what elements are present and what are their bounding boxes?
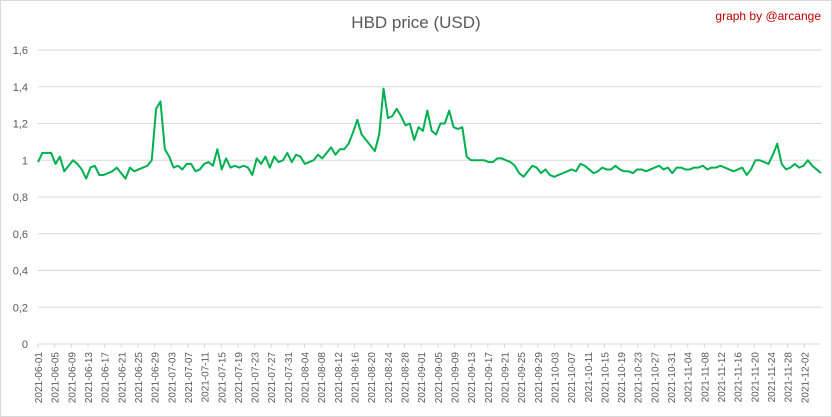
chart-credit: graph by @arcange [715,9,821,23]
x-tick-label: 2021-07-27 [267,352,278,404]
grid-lines [38,49,821,345]
x-tick-label: 2021-12-02 [800,352,811,404]
x-tick-label: 2021-07-15 [217,352,228,404]
x-tick-label: 2021-08-04 [301,352,312,404]
x-tick-label: 2021-08-12 [334,352,345,404]
x-tick-label: 2021-10-07 [567,352,578,404]
x-tick-label: 2021-09-29 [534,352,545,404]
x-tick-label: 2021-06-13 [84,352,95,404]
x-tick-label: 2021-06-29 [151,352,162,404]
x-tick-label: 2021-07-31 [284,352,295,404]
y-tick-label: 0,8 [13,192,28,204]
y-tick-label: 1,2 [13,119,28,131]
x-tick-label: 2021-10-27 [650,352,661,404]
x-tick-label: 2021-10-19 [617,352,628,404]
x-tick-label: 2021-10-15 [600,352,611,404]
x-tick-label: 2021-10-11 [584,352,595,403]
x-tick-label: 2021-08-20 [367,352,378,404]
x-tick-label: 2021-07-11 [201,352,212,403]
y-tick-label: 1 [22,155,28,167]
x-tick-label: 2021-07-07 [184,352,195,404]
x-tick-label: 2021-09-25 [517,352,528,404]
x-axis-ticks: 2021-06-01 2021-06-05 2021-06-09 2021-06-13… [34,344,811,403]
x-tick-label: 2021-06-17 [101,352,112,404]
x-tick-label: 2021-11-28 [784,352,795,403]
x-tick-label: 2021-06-25 [134,352,145,404]
y-axis-ticks: 0 0,2 0,4 0,6 0,8 1 1,2 1,4 1,6 [13,45,28,351]
x-tick-label: 2021-09-13 [467,352,478,404]
x-tick-label: 2021-07-19 [234,352,245,404]
x-tick-label: 2021-07-03 [167,352,178,404]
x-tick-label: 2021-06-09 [67,352,78,404]
x-tick-label: 2021-09-21 [500,352,511,404]
x-tick-label: 2021-10-23 [634,352,645,404]
x-tick-label: 2021-11-08 [700,352,711,403]
x-tick-label: 2021-09-17 [484,352,495,404]
x-tick-label: 2021-10-31 [667,352,678,404]
y-tick-label: 1,6 [13,45,28,57]
x-tick-label: 2021-11-20 [750,352,761,403]
y-tick-label: 0 [22,339,28,351]
x-tick-label: 2021-11-24 [767,352,778,403]
x-tick-label: 2021-08-08 [317,352,328,404]
x-tick-label: 2021-07-23 [251,352,262,404]
x-tick-label: 2021-06-05 [51,352,62,404]
y-tick-label: 0,2 [13,302,28,314]
series-line [37,87,822,180]
x-tick-label: 2021-08-24 [384,352,395,404]
x-tick-label: 2021-09-05 [434,352,445,404]
chart-title: HBD price (USD) [351,13,481,32]
y-tick-label: 0,6 [13,229,28,241]
x-tick-label: 2021-11-16 [734,352,745,403]
series-group [37,87,822,180]
y-tick-label: 0,4 [13,266,28,278]
x-tick-label: 2021-08-16 [351,352,362,404]
x-tick-label: 2021-06-21 [117,352,128,404]
x-tick-label: 2021-10-03 [550,352,561,404]
x-tick-label: 2021-09-09 [450,352,461,404]
x-tick-label: 2021-09-01 [417,352,428,404]
x-tick-label: 2021-11-04 [684,352,695,403]
x-tick-label: 2021-06-01 [34,352,45,404]
x-tick-label: 2021-08-28 [401,352,412,404]
y-tick-label: 1,4 [13,82,28,94]
x-tick-label: 2021-11-12 [717,352,728,403]
